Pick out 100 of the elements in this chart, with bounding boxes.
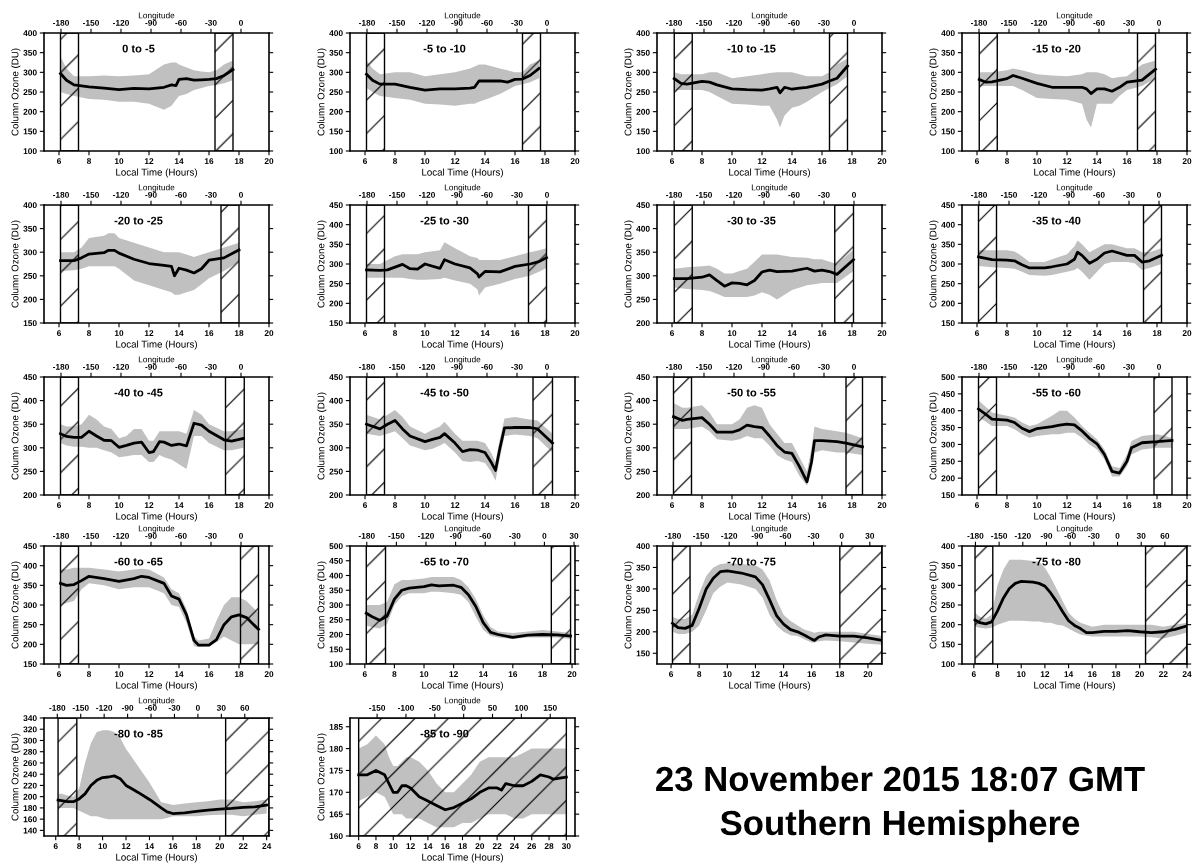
y-tick-label: 400 bbox=[329, 572, 343, 579]
y-tick-label: 400 bbox=[23, 202, 37, 209]
y-tick-label: 250 bbox=[636, 607, 650, 614]
y-tick-label: 200 bbox=[329, 300, 343, 307]
x-tick-label: 18 bbox=[234, 330, 244, 337]
y-tick-label: 300 bbox=[23, 445, 37, 451]
x2-tick-label: -120 bbox=[418, 191, 435, 198]
x-tick-label: 20 bbox=[1182, 502, 1192, 509]
y-tick-label: 280 bbox=[23, 748, 37, 755]
y-tick-label: 300 bbox=[329, 445, 343, 451]
x-tick-label: 12 bbox=[144, 502, 154, 508]
text: -60 to -65 bbox=[114, 557, 163, 566]
y-axis-title: Column Ozone (DU) bbox=[317, 48, 327, 136]
y-axis-title: Column Ozone (DU) bbox=[929, 48, 939, 136]
y-tick-label: 200 bbox=[23, 793, 37, 800]
x-tick-label: 18 bbox=[835, 671, 845, 678]
y-tick-label: 100 bbox=[329, 148, 343, 155]
y-tick-label: 300 bbox=[329, 69, 343, 76]
y-tick-label: 300 bbox=[23, 249, 37, 256]
y-axis-title: Column Ozone (DU) bbox=[317, 220, 327, 308]
x2-axis-title: Longitude bbox=[138, 356, 175, 365]
x-tick-label: 8 bbox=[697, 671, 702, 678]
x2-tick-label: 0 bbox=[1157, 19, 1161, 26]
x-tick-label: 6 bbox=[974, 330, 980, 337]
y-tick-label: 400 bbox=[636, 225, 650, 232]
y-tick-label: 350 bbox=[23, 582, 37, 589]
x2-tick-label: -30 bbox=[1088, 532, 1100, 539]
y-tick-label: 250 bbox=[23, 273, 37, 279]
text: 23 November 2015 18:07 GMT bbox=[656, 765, 1145, 792]
x-tick-label: 6 bbox=[56, 158, 62, 165]
y-tick-label: 165 bbox=[329, 811, 343, 818]
x-axis-title: Local Time (Hours) bbox=[422, 340, 503, 350]
x-tick-label: 14 bbox=[787, 330, 797, 336]
x-axis-title: Local Time (Hours) bbox=[116, 681, 197, 691]
x2-tick-label: -60 bbox=[788, 191, 800, 198]
x2-tick-label: -90 bbox=[1040, 532, 1053, 539]
x2-axis-title: Longitude bbox=[751, 12, 788, 21]
y-axis-title: Column Ozone (DU) bbox=[11, 48, 21, 136]
y-tick-label: 260 bbox=[23, 760, 37, 767]
y-tick-label: 450 bbox=[23, 374, 37, 381]
text: -15 to -20 bbox=[1032, 44, 1081, 53]
x-axis-title: Local Time (Hours) bbox=[422, 681, 503, 691]
x2-tick-label: 30 bbox=[569, 532, 579, 539]
y-tick-label: 350 bbox=[636, 564, 650, 571]
y-tick-label: 185 bbox=[329, 723, 343, 730]
x-tick-label: 8 bbox=[699, 158, 705, 165]
x-tick-label: 18 bbox=[540, 502, 550, 509]
y-tick-label: 400 bbox=[23, 30, 37, 37]
y-tick-label: 350 bbox=[329, 49, 343, 56]
x2-tick-label: -60 bbox=[481, 19, 493, 26]
x-tick-label: 8 bbox=[86, 158, 92, 165]
y-tick-label: 150 bbox=[636, 128, 650, 135]
y-tick-label: 400 bbox=[636, 30, 650, 37]
x2-tick-label: -90 bbox=[451, 19, 463, 26]
x-axis-title: Local Time (Hours) bbox=[1034, 512, 1115, 522]
x-tick-label: 8 bbox=[392, 502, 398, 509]
x-tick-label: 8 bbox=[995, 671, 1000, 678]
y-tick-label: 150 bbox=[329, 128, 343, 135]
y-axis-title: Column Ozone (DU) bbox=[11, 733, 21, 821]
x-tick-label: 10 bbox=[114, 502, 124, 509]
y-axis-title: Column Ozone (DU) bbox=[624, 48, 634, 136]
x-axis-title: Local Time (Hours) bbox=[729, 168, 810, 178]
text: -50 to -55 bbox=[727, 388, 776, 397]
y-tick-label: 250 bbox=[636, 468, 650, 475]
x-tick-label: 18 bbox=[847, 502, 857, 509]
x2-tick-label: -150 bbox=[369, 704, 386, 711]
x-tick-label: 14 bbox=[174, 330, 184, 336]
x2-tick-label: 150 bbox=[543, 704, 557, 711]
x2-tick-label: -120 bbox=[1030, 191, 1047, 198]
x2-tick-label: -90 bbox=[145, 532, 157, 539]
y-axis-title: Column Ozone (DU) bbox=[317, 733, 327, 821]
x-tick-label: 12 bbox=[144, 158, 154, 164]
x2-tick-label: -90 bbox=[1063, 363, 1075, 370]
x-tick-label: 16 bbox=[204, 330, 214, 337]
x-axis-title: Local Time (Hours) bbox=[1034, 681, 1115, 691]
x-tick-label: 12 bbox=[757, 330, 767, 336]
y-tick-label: 500 bbox=[941, 374, 955, 381]
x-tick-label: 14 bbox=[480, 330, 490, 336]
text: -70 to -75 bbox=[727, 557, 776, 566]
x-tick-label: 10 bbox=[1032, 502, 1042, 509]
x-tick-label: 16 bbox=[441, 843, 450, 850]
x-tick-label: 14 bbox=[779, 671, 789, 677]
x2-axis-title: Longitude bbox=[138, 12, 175, 21]
y-tick-label: 450 bbox=[941, 202, 955, 209]
x-tick-label: 16 bbox=[168, 843, 178, 850]
x-tick-label: 12 bbox=[1040, 671, 1050, 677]
text: -55 to -60 bbox=[1032, 388, 1081, 397]
y-tick-label: 200 bbox=[23, 641, 37, 648]
y-tick-label: 400 bbox=[329, 30, 343, 37]
x2-tick-label: -90 bbox=[451, 363, 463, 370]
y-axis-title: Column Ozone (DU) bbox=[624, 220, 634, 308]
x2-axis-title: Longitude bbox=[444, 697, 481, 706]
x2-axis-title: Longitude bbox=[138, 525, 175, 534]
x-tick-label: 18 bbox=[234, 158, 244, 165]
x2-tick-label: 0 bbox=[545, 19, 549, 26]
y-tick-label: 180 bbox=[23, 805, 37, 812]
x-tick-label: 20 bbox=[877, 330, 887, 337]
x-tick-label: 18 bbox=[458, 843, 467, 850]
x2-axis-title: Longitude bbox=[751, 184, 788, 193]
y-tick-label: 250 bbox=[329, 280, 343, 287]
